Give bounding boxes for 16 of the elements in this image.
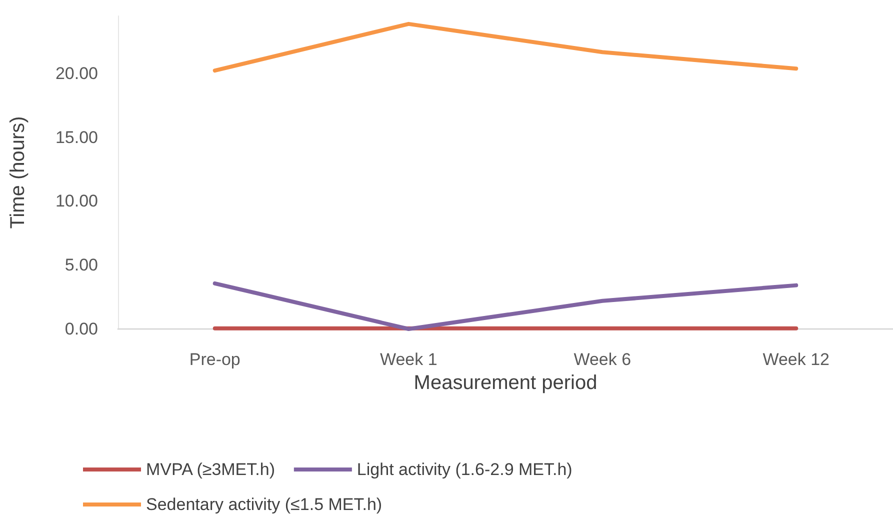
y-tick-label: 20.00 [55, 64, 98, 83]
legend-label: Sedentary activity (≤1.5 MET.h) [146, 495, 382, 514]
x-tick-label: Week 12 [762, 350, 830, 369]
legend-label: Light activity (1.6-2.9 MET.h) [356, 460, 572, 479]
line-series [212, 22, 798, 73]
x-tick-label: Pre-op [189, 350, 240, 369]
y-axis-title: Time (hours) [7, 116, 29, 229]
y-tick-label: 10.00 [55, 192, 98, 211]
y-tick-label: 0.00 [64, 320, 98, 338]
x-tick-label: Week 6 [574, 350, 632, 369]
x-axis-title: Measurement period [414, 372, 598, 394]
y-tick-label: 15.00 [55, 128, 98, 147]
x-tick-label: Week 1 [380, 350, 438, 369]
line-series [212, 281, 798, 331]
y-tick-label: 5.00 [64, 256, 98, 275]
legend-label: MVPA (≥3MET.h) [146, 460, 275, 479]
